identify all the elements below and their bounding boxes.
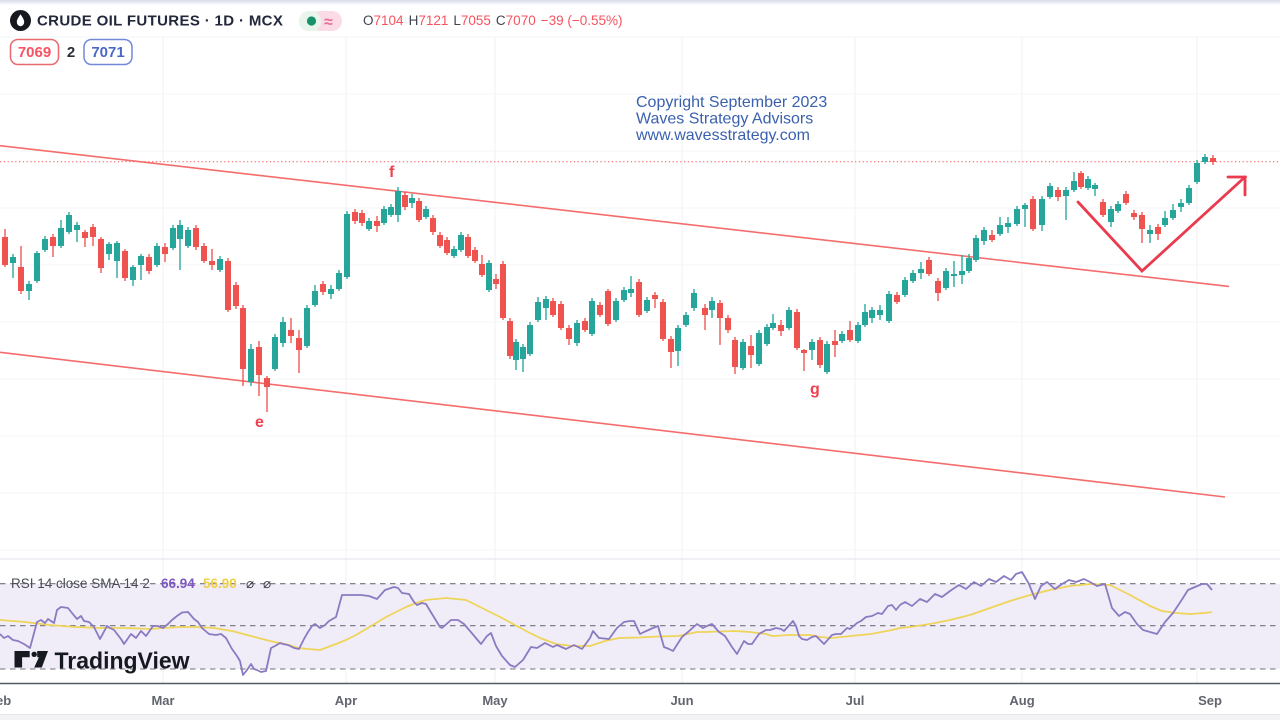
svg-text:7069: 7069 xyxy=(18,44,51,61)
svg-text:⌀: ⌀ xyxy=(246,576,254,591)
svg-text:www.wavesstrategy.com: www.wavesstrategy.com xyxy=(635,127,810,144)
svg-text:Aug: Aug xyxy=(1009,693,1034,708)
svg-text:2: 2 xyxy=(67,44,75,61)
svg-text:66.94: 66.94 xyxy=(161,576,195,591)
svg-text:Jul: Jul xyxy=(846,693,865,708)
svg-text:eb: eb xyxy=(0,693,11,708)
svg-text:TradingView: TradingView xyxy=(55,648,190,674)
svg-text:Waves Strategy Advisors: Waves Strategy Advisors xyxy=(636,111,813,128)
svg-text:56.90: 56.90 xyxy=(203,576,237,591)
svg-text:CRUDE OIL FUTURES · 1D · MCX: CRUDE OIL FUTURES · 1D · MCX xyxy=(37,13,283,30)
svg-text:Mar: Mar xyxy=(151,693,174,708)
svg-text:Apr: Apr xyxy=(335,693,357,708)
svg-text:e: e xyxy=(255,414,264,431)
svg-text:f: f xyxy=(389,164,395,181)
svg-text:7071: 7071 xyxy=(91,44,124,61)
svg-text:Copyright September 2023: Copyright September 2023 xyxy=(636,94,827,111)
svg-text:Jun: Jun xyxy=(670,693,693,708)
svg-text:≈: ≈ xyxy=(324,14,333,31)
svg-text:⌀: ⌀ xyxy=(263,576,271,591)
svg-text:RSI 14 close SMA 14 2: RSI 14 close SMA 14 2 xyxy=(11,576,150,591)
svg-text:May: May xyxy=(482,693,508,708)
svg-text:g: g xyxy=(810,381,820,398)
svg-text:Sep: Sep xyxy=(1198,693,1222,708)
